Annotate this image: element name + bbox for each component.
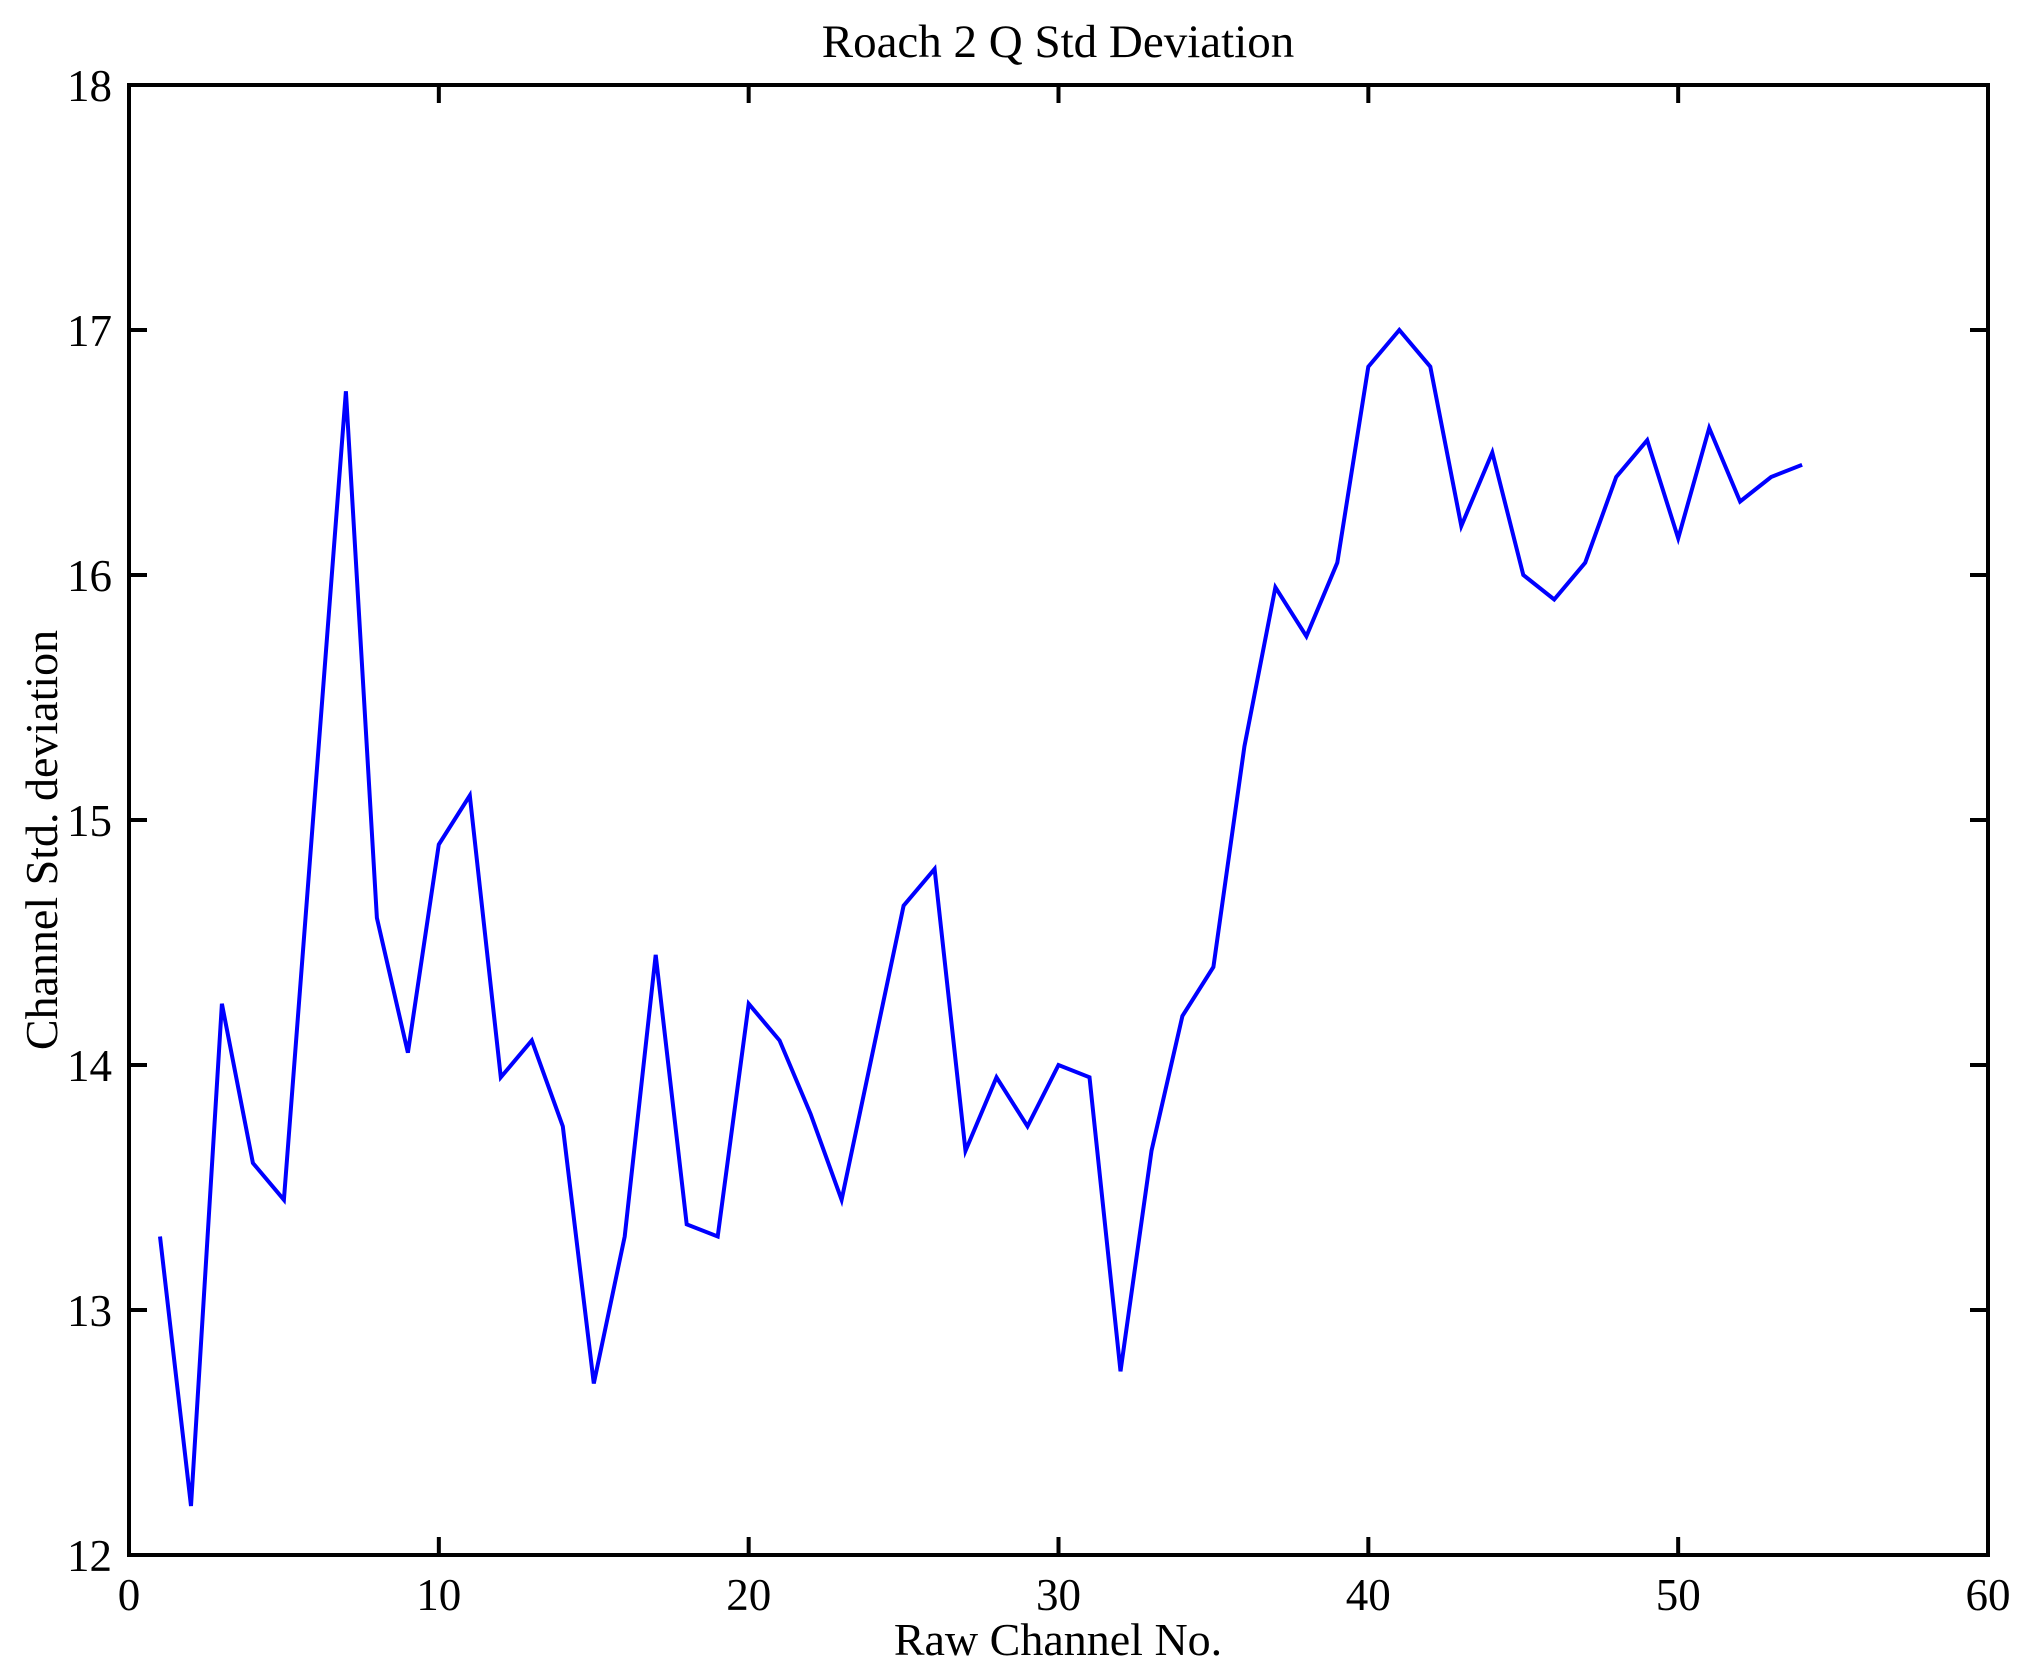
x-tick-label: 40 [1346,1570,1391,1620]
y-axis-tick-labels: 12 13 14 15 16 17 18 [67,61,112,1581]
x-tick-label: 50 [1656,1570,1701,1620]
axis-ticks [127,83,1990,1557]
x-tick-label: 60 [1966,1570,2011,1620]
y-tick-label: 18 [67,61,112,111]
y-tick-label: 13 [67,1286,112,1336]
chart-title: Roach 2 Q Std Deviation [822,16,1295,68]
y-tick-label: 16 [67,551,112,601]
data-line-series [158,326,1803,1507]
y-tick-label: 12 [67,1531,112,1581]
x-tick-label: 10 [416,1570,461,1620]
x-tick-label: 0 [118,1570,141,1620]
y-tick-label: 17 [67,306,112,356]
y-tick-label: 14 [67,1041,112,1091]
x-tick-label: 30 [1036,1570,1081,1620]
y-axis-label: Channel Std. deviation [16,630,67,1050]
x-tick-label: 20 [726,1570,771,1620]
x-axis-label: Raw Channel No. [894,1614,1222,1665]
y-tick-label: 15 [67,796,112,846]
plot-area-border [127,83,1990,1557]
x-axis-tick-labels: 0 10 20 30 40 50 60 [118,1570,2011,1620]
